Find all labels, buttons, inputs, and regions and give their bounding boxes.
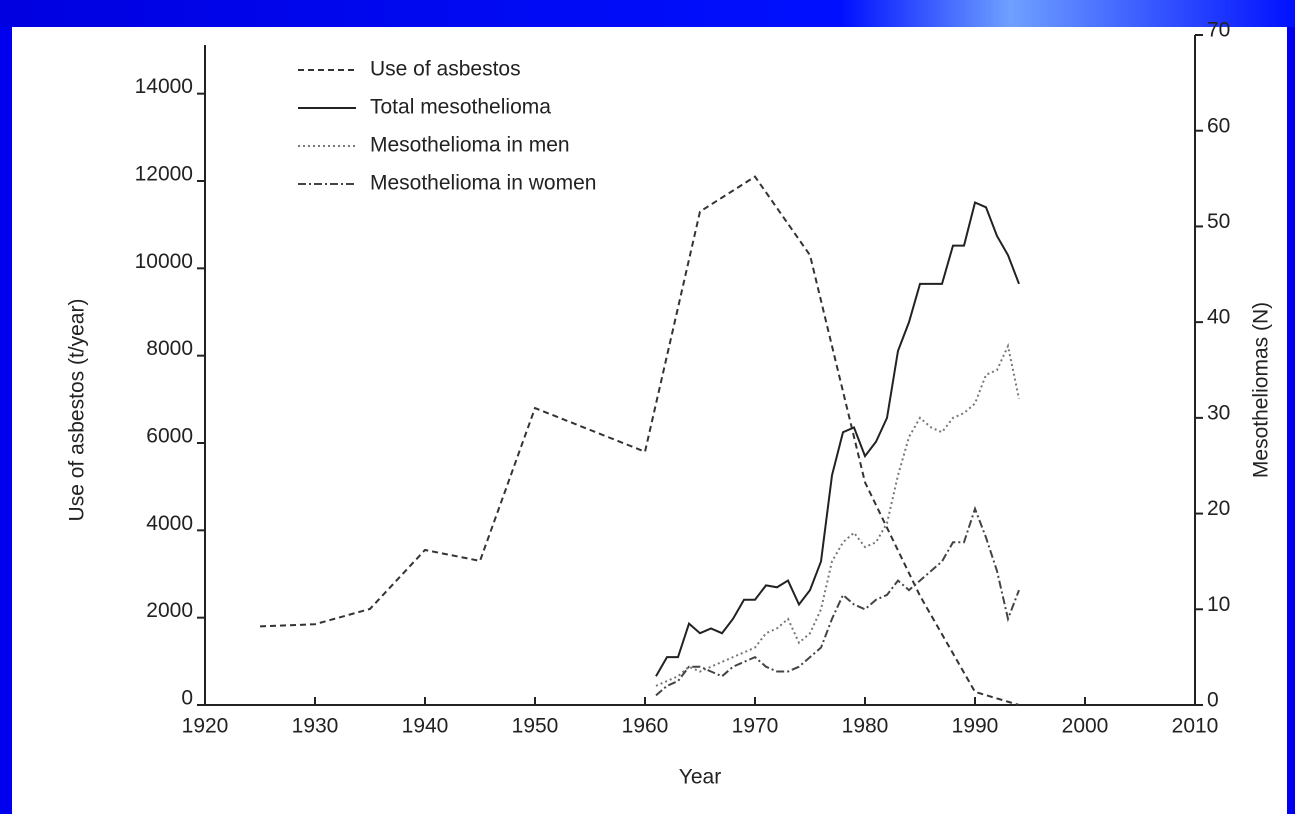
x-tick-label: 1990 <box>952 715 999 738</box>
y-tick-label: 0 <box>181 687 193 710</box>
x-tick-label: 1940 <box>402 715 449 738</box>
x-tick-label: 1920 <box>182 715 229 738</box>
series-line <box>655 505 1020 697</box>
x-tick-label: 1970 <box>732 715 779 738</box>
x-tick-label: 1930 <box>292 715 339 738</box>
y-tick-label: 14000 <box>135 75 193 98</box>
y2-tick-label: 30 <box>1207 401 1230 424</box>
y-tick-label: 4000 <box>146 512 193 535</box>
y-tick-label: 6000 <box>146 425 193 448</box>
y2-tick-label: 40 <box>1207 306 1230 329</box>
legend-label: Use of asbestos <box>370 58 521 81</box>
series-line <box>655 201 1020 677</box>
y2-tick-label: 60 <box>1207 114 1230 137</box>
frame-top <box>0 0 1295 27</box>
x-tick-label: 1950 <box>512 715 559 738</box>
x-tick-label: 2010 <box>1172 715 1219 738</box>
y2-tick-label: 50 <box>1207 210 1230 233</box>
y2-tick-label: 20 <box>1207 497 1230 520</box>
x-tick-label: 2000 <box>1062 715 1109 738</box>
y2-tick-label: 10 <box>1207 593 1230 616</box>
legend-label: Mesothelioma in women <box>370 172 596 195</box>
y2-axis-label: Mesotheliomas (N) <box>1250 302 1273 478</box>
plot-background <box>12 27 1287 814</box>
x-tick-label: 1960 <box>622 715 669 738</box>
x-tick-label: 1980 <box>842 715 889 738</box>
y-tick-label: 8000 <box>146 337 193 360</box>
x-axis-label: Year <box>679 766 721 789</box>
legend-label: Total mesothelioma <box>370 96 551 119</box>
y-tick-label: 10000 <box>135 250 193 273</box>
y-axis-label: Use of asbestos (t/year) <box>66 299 89 522</box>
legend-label: Mesothelioma in men <box>370 134 570 157</box>
y-tick-label: 12000 <box>135 163 193 186</box>
y-tick-label: 2000 <box>146 599 193 622</box>
series-line <box>259 175 1020 706</box>
y2-tick-label: 0 <box>1207 689 1219 712</box>
y2-tick-label: 70 <box>1207 19 1230 42</box>
